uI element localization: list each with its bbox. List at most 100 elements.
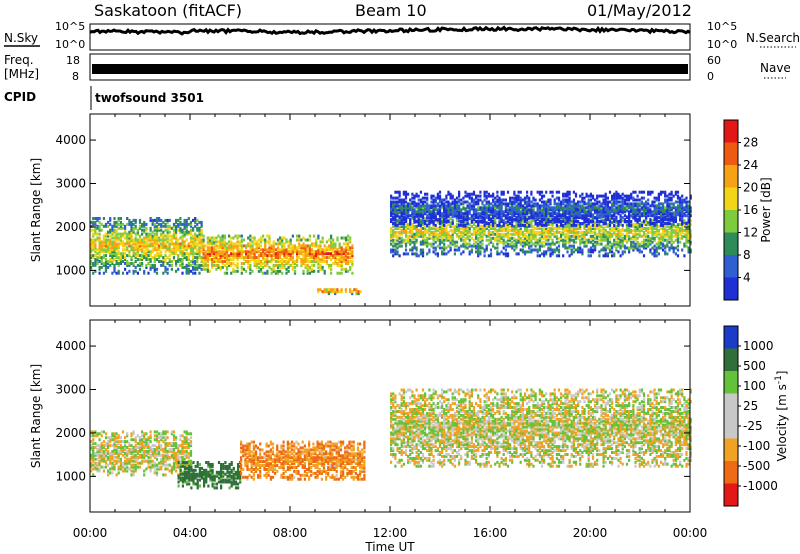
- power-cells-cell: [126, 232, 129, 236]
- power-cells-cell: [264, 254, 267, 258]
- power-cells-cell: [206, 246, 209, 250]
- power-cells-cell: [574, 227, 578, 230]
- power-cells-cell: [268, 250, 271, 254]
- power-cells-cell: [509, 212, 512, 216]
- power-cells-cell: [483, 230, 486, 234]
- power-cells-cell: [513, 232, 516, 236]
- power-cells-cell: [217, 244, 220, 248]
- power-cells-cell: [349, 246, 352, 250]
- power-cells-cell: [477, 216, 480, 220]
- power-cells-cell: [111, 244, 114, 248]
- power-cells-cell: [245, 260, 248, 263]
- power-cells-cell: [225, 242, 229, 246]
- power-cells-cell: [553, 208, 556, 212]
- power-cells-cell: [636, 214, 639, 218]
- power-cells-cell: [413, 208, 416, 212]
- power-cells-cell: [432, 236, 435, 240]
- power-cells-cell: [560, 202, 563, 206]
- power-cells-cell: [462, 230, 465, 234]
- power-cells-cell: [651, 236, 654, 240]
- power-cells-cell: [185, 258, 188, 261]
- power-cells-cell: [594, 246, 597, 250]
- power-cells-cell: [506, 252, 510, 256]
- power-cells-cell: [219, 240, 222, 244]
- power-cells-cell: [351, 254, 354, 258]
- power-cells-cell: [577, 216, 580, 220]
- power-cells-cell: [611, 244, 614, 248]
- power-cells-cell: [523, 244, 527, 248]
- power-cells-cell: [470, 232, 473, 236]
- power-cells-cell: [304, 244, 307, 248]
- power-cells-cell: [443, 232, 446, 236]
- power-cells-cell: [613, 244, 616, 248]
- power-cells-cell: [487, 206, 490, 210]
- power-cells-cell: [451, 206, 454, 210]
- power-cells-cell: [447, 212, 450, 216]
- power-cells-cell: [572, 206, 575, 210]
- power-cells-cell: [613, 242, 616, 246]
- power-cells-cell: [466, 230, 469, 234]
- power-cells-cell: [107, 260, 110, 263]
- power-cells-cell: [319, 252, 322, 256]
- power-cells-cell: [204, 260, 207, 263]
- power-cells-cell: [579, 216, 582, 220]
- power-cells-cell: [470, 250, 473, 254]
- power-cells-cell: [192, 254, 195, 258]
- power-cells-cell: [434, 200, 437, 204]
- power-cells-cell: [602, 202, 605, 206]
- power-cells-cell: [621, 236, 624, 240]
- power-cells-cell: [126, 242, 129, 246]
- power-cells-cell: [606, 202, 609, 206]
- power-cells-cell: [276, 258, 280, 261]
- power-cells-cell: [617, 196, 620, 200]
- power-cells-cell: [158, 248, 161, 252]
- power-cells-cell: [455, 208, 459, 212]
- power-cells-cell: [638, 218, 641, 222]
- power-cells-cell: [536, 240, 539, 244]
- power-cells-cell: [581, 230, 584, 234]
- power-cells-cell: [579, 200, 582, 204]
- power-cells-cell: [223, 248, 226, 252]
- power-cells-cell: [487, 216, 490, 220]
- power-cells-cell: [509, 216, 512, 220]
- power-cells-cell: [94, 258, 97, 261]
- power-cells-cell: [217, 260, 220, 263]
- power-cells-cell: [532, 228, 535, 232]
- power-cells-cell: [187, 246, 190, 250]
- power-cells-cell: [664, 230, 667, 234]
- power-cells-cell: [162, 271, 165, 275]
- power-cells-cell: [479, 220, 482, 223]
- power-cells-cell: [449, 221, 452, 225]
- power-cells-cell: [630, 196, 633, 200]
- power-cells-cell: [536, 214, 539, 218]
- power-cells-cell: [502, 228, 505, 232]
- power-cells-cell: [598, 254, 601, 258]
- power-cells-cell: [579, 208, 582, 212]
- power-cells-cell: [321, 258, 324, 261]
- power-cells-cell: [155, 238, 159, 242]
- power-cells-cell: [100, 265, 103, 269]
- power-cells-cell: [489, 194, 493, 198]
- power-cells-cell: [217, 252, 220, 256]
- power-cells-cell: [302, 242, 305, 246]
- power-cells-cell: [202, 238, 205, 242]
- power-cells-cell: [515, 200, 518, 204]
- power-cells-cell: [587, 198, 590, 202]
- power-cells-cell: [238, 240, 241, 244]
- power-cells-cell: [232, 254, 235, 258]
- power-cells-cell: [428, 242, 431, 246]
- power-cells-cell: [274, 256, 277, 260]
- power-cells-cell: [500, 202, 503, 206]
- power-cells-cell: [481, 212, 484, 216]
- power-cells-cell: [594, 198, 597, 202]
- power-cells-cell: [400, 198, 403, 202]
- power-cells-cell: [608, 240, 612, 244]
- power-cells-cell: [543, 234, 546, 238]
- power-cells-cell: [642, 242, 646, 246]
- power-cells-cell: [530, 223, 533, 227]
- power-cells-cell: [645, 242, 648, 246]
- power-cells-cell: [557, 240, 561, 244]
- power-cells-cell: [436, 202, 439, 206]
- power-cells-cell: [432, 214, 435, 218]
- power-cells-cell: [475, 208, 478, 212]
